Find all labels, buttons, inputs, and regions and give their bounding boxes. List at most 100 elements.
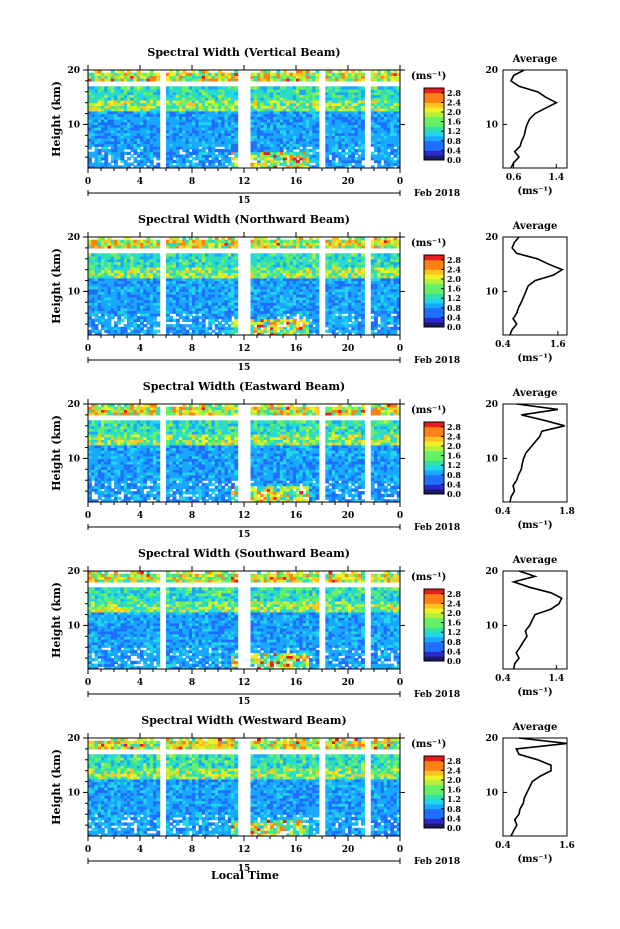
heatmap-cell: [192, 119, 196, 123]
heatmap-cell: [299, 113, 304, 117]
heatmap-cell: [257, 135, 261, 139]
heatmap-cell: [370, 132, 375, 136]
heatmap-cell: [325, 294, 330, 298]
heatmap-cell: [211, 116, 216, 120]
heatmap-cell: [166, 146, 170, 150]
heatmap-cell: [169, 124, 174, 128]
heatmap-cell: [214, 138, 219, 142]
heatmap-cell: [214, 286, 219, 290]
heatmap-cell: [117, 269, 122, 273]
heatmap-cell: [260, 138, 265, 142]
heatmap-cell: [133, 94, 138, 98]
heatmap-cell: [270, 266, 274, 271]
heatmap-cell: [234, 305, 239, 309]
heatmap-cell: [328, 162, 333, 166]
heatmap-cell: [292, 138, 297, 142]
heatmap-cell: [325, 135, 330, 139]
heatmap-cell: [393, 105, 398, 109]
heatmap-cell: [166, 75, 170, 79]
heatmap-cell: [192, 78, 196, 82]
heatmap-cell: [273, 138, 278, 142]
heatmap-cell: [279, 86, 284, 90]
heatmap-cell: [94, 313, 99, 317]
heatmap-cell: [312, 294, 317, 298]
heatmap-cell: [198, 132, 203, 136]
heatmap-cell: [185, 138, 190, 142]
heatmap-cell: [250, 154, 255, 158]
heatmap-cell: [136, 296, 141, 301]
heatmap-cell: [195, 305, 200, 309]
heatmap-cell: [153, 146, 157, 150]
heatmap-cell: [374, 78, 378, 82]
heatmap-cell: [192, 162, 196, 166]
heatmap-cell: [192, 129, 196, 134]
heatmap-cell: [335, 108, 339, 112]
heatmap-cell: [94, 258, 99, 263]
heatmap-cell: [283, 242, 287, 246]
heatmap-cell: [351, 72, 356, 76]
heatmap-cell: [192, 283, 196, 287]
heatmap-cell: [263, 283, 268, 287]
heatmap-cell: [250, 116, 255, 120]
heatmap-cell: [136, 105, 141, 109]
heatmap-cell: [299, 143, 304, 147]
heatmap-cell: [270, 89, 274, 93]
heatmap-cell: [270, 102, 274, 106]
heatmap-cell: [117, 242, 122, 246]
heatmap-cell: [312, 296, 317, 301]
heatmap-cell: [185, 283, 190, 287]
heatmap-cell: [390, 138, 395, 142]
heatmap-cell: [390, 157, 395, 161]
heatmap-cell: [263, 302, 268, 306]
heatmap-cell: [110, 275, 115, 279]
heatmap-cell: [153, 78, 157, 82]
heatmap-cell: [348, 113, 352, 117]
heatmap-cell: [325, 162, 330, 166]
heatmap-cell: [146, 239, 151, 243]
heatmap-cell: [273, 124, 278, 128]
heatmap-cell: [234, 78, 239, 82]
heatmap-cell: [195, 237, 200, 241]
heatmap-cell: [208, 143, 213, 147]
heatmap-cell: [195, 329, 200, 333]
heatmap-cell: [156, 140, 161, 145]
heatmap-cell: [325, 127, 330, 131]
heatmap-cell: [396, 86, 400, 90]
heatmap-cell: [231, 121, 235, 125]
heatmap-cell: [136, 116, 141, 120]
heatmap-cell: [156, 245, 161, 249]
heatmap-cell: [296, 86, 300, 90]
colorbar-segment: [424, 121, 444, 127]
heatmap-cell: [393, 102, 398, 106]
heatmap-cell: [114, 138, 118, 142]
heatmap-cell: [97, 165, 102, 168]
heatmap-cell: [387, 94, 391, 98]
heatmap-cell: [270, 72, 274, 76]
heatmap-cell: [338, 75, 343, 79]
heatmap-cell: [396, 105, 400, 109]
heatmap-cell: [182, 329, 187, 333]
heatmap-cell: [97, 154, 102, 158]
heatmap-cell: [91, 72, 96, 76]
heatmap-cell: [146, 132, 151, 136]
heatmap-cell: [250, 329, 255, 333]
heatmap-cell: [130, 321, 135, 325]
heatmap-cell: [224, 253, 229, 257]
heatmap-cell: [335, 119, 339, 123]
heatmap-cell: [335, 165, 339, 168]
heatmap-cell: [335, 91, 339, 96]
heatmap-cell: [140, 140, 144, 145]
heatmap-cell: [136, 315, 141, 320]
heatmap-cell: [224, 321, 229, 325]
heatmap-cell: [315, 310, 320, 314]
heatmap-cell: [354, 105, 359, 109]
heatmap-cell: [130, 124, 135, 128]
heatmap-cell: [133, 269, 138, 273]
heatmap-cell: [305, 143, 310, 147]
heatmap-cell: [97, 70, 102, 74]
heatmap-cell: [208, 258, 213, 263]
heatmap-cell: [133, 318, 138, 322]
heatmap-cell: [253, 121, 258, 125]
heatmap-cell: [231, 277, 235, 282]
heatmap-cell: [351, 119, 356, 123]
